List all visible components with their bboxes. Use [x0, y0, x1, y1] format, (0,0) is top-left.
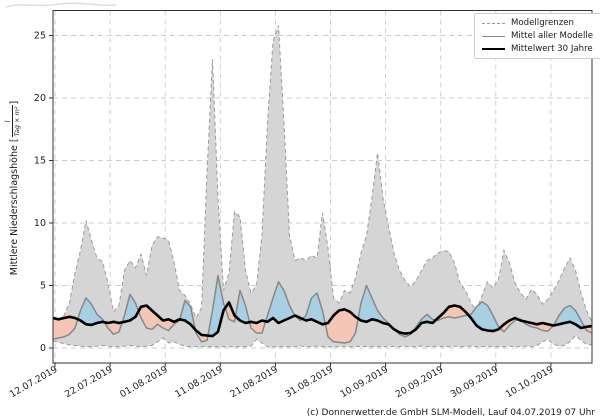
- x-tick-label: 01.08.2019: [118, 364, 170, 400]
- below-mean-area: [225, 302, 236, 322]
- y-tick-label: 20: [34, 93, 46, 104]
- y-axis-label: Mittlere Niederschlagshöhe [l Tag × m²]: [4, 100, 22, 276]
- legend: Modellgrenzen Mittel aller Modelle Mitte…: [474, 13, 600, 59]
- above-mean-area: [77, 298, 105, 325]
- y-tick-label: 10: [34, 218, 46, 229]
- below-mean-area: [104, 321, 123, 335]
- x-tick-label: 10.10.2019: [504, 364, 556, 400]
- y-tick-label: 5: [40, 281, 46, 292]
- anomaly-fills: [53, 275, 592, 343]
- gray-line-icon: [482, 35, 505, 37]
- legend-item-modellgrenzen: Modellgrenzen: [482, 18, 593, 28]
- x-tick-label: 21.08.2019: [228, 364, 280, 400]
- above-mean-area: [412, 314, 436, 332]
- mean30-line: [52, 301, 593, 338]
- x-tick-label: 11.08.2019: [173, 364, 225, 400]
- above-mean-area: [553, 305, 585, 328]
- x-tick-label: 10.09.2019: [338, 364, 390, 400]
- above-mean-area: [302, 293, 326, 325]
- x-tick-label: 22.07.2019: [63, 364, 115, 400]
- legend-label: Mittelwert 30 Jahre: [511, 44, 593, 54]
- x-tick-label: 30.09.2019: [449, 364, 501, 400]
- above-mean-area: [265, 281, 295, 323]
- y-tick-label: 15: [34, 156, 46, 167]
- black-line-icon: [482, 48, 505, 50]
- legend-item-mittel-aller-modelle: Mittel aller Modelle: [482, 31, 593, 41]
- y-tick-label: 0: [40, 343, 46, 354]
- top-left-artifact: [5, 2, 117, 8]
- legend-item-mittelwert-30-jahre: Mittelwert 30 Jahre: [482, 44, 593, 54]
- y-tick-label: 25: [34, 31, 46, 42]
- y-axis-unit-fraction: l Tag × m²: [4, 105, 22, 138]
- x-tick-label: 31.08.2019: [283, 364, 335, 400]
- legend-label: Modellgrenzen: [511, 18, 574, 28]
- legend-label: Mittel aller Modelle: [511, 31, 594, 41]
- below-mean-area: [53, 316, 78, 340]
- below-mean-area: [325, 309, 359, 343]
- model-bounds-band: [52, 25, 593, 348]
- y-axis-label-text: Mittlere Niederschlagshöhe: [8, 145, 20, 276]
- x-tick-label: 12.07.2019: [8, 364, 60, 400]
- x-tick-label: 20.09.2019: [394, 364, 446, 400]
- copyright-caption: (c) Donnerwetter.de GmbH SLM-Modell, Lau…: [306, 408, 595, 418]
- dashed-line-icon: [482, 22, 505, 24]
- model-mean-line: [52, 274, 593, 344]
